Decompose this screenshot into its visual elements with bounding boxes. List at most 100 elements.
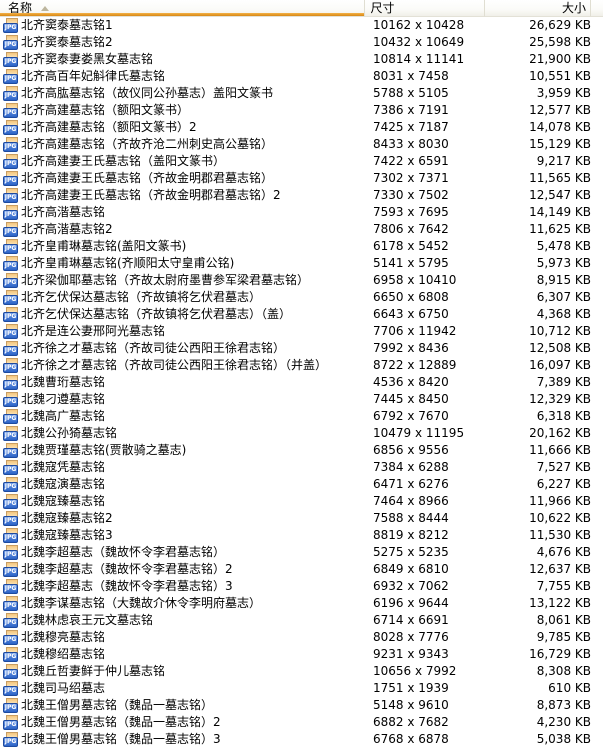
file-row[interactable]: JPG 北魏李谋墓志铭（大魏故介休令李明府墓志） 6196 x 9644 13,122… (0, 595, 603, 612)
jpg-file-icon: JPG (3, 341, 19, 356)
jpg-file-icon: JPG (3, 647, 19, 662)
file-row[interactable]: JPG 北魏寇臻墓志铭3 8819 x 8212 11,530 KB (0, 527, 603, 544)
file-size: 10,551 KB (529, 69, 591, 83)
file-row[interactable]: JPG 北齐高建妻王氏墓志铭（盖阳文篆书） 7422 x 6591 9,217 KB (0, 153, 603, 170)
file-row[interactable]: JPG 北魏曹珩墓志铭 4536 x 8420 7,389 KB (0, 374, 603, 391)
jpg-file-icon-badge: JPG (3, 91, 18, 101)
file-row[interactable]: JPG 北魏穆亮墓志铭 8028 x 7776 9,785 KB (0, 629, 603, 646)
file-name-cell: JPG 北魏公孙猗墓志铭 (0, 425, 368, 442)
file-name: 北魏李超墓志（魏故怀令李君墓志铭）2 (21, 562, 233, 576)
file-dimensions: 7706 x 11942 (373, 324, 457, 338)
file-name: 北齐高湝墓志铭2 (21, 222, 113, 236)
file-row[interactable]: JPG 北齐高建墓志铭（额阳文篆书）2 7425 x 7187 14,078 KB (0, 119, 603, 136)
file-row[interactable]: JPG 北魏王僧男墓志铭（魏品一墓志铭）3 6768 x 6878 5,038 KB (0, 731, 603, 748)
file-size: 12,637 KB (529, 562, 591, 576)
jpg-file-icon: JPG (3, 630, 19, 645)
file-row[interactable]: JPG 北魏司马绍墓志 1751 x 1939 610 KB (0, 680, 603, 697)
file-name: 北齐是连公妻邢阿光墓志铭 (21, 324, 166, 338)
file-row[interactable]: JPG 北齐高湝墓志铭2 7806 x 7642 11,625 KB (0, 221, 603, 238)
file-row[interactable]: JPG 北齐窦泰墓志铭2 10432 x 10649 25,598 KB (0, 34, 603, 51)
file-row[interactable]: JPG 北齐梁伽耶墓志铭（齐故太尉府墨曹参军梁君墓志铭） 6958 x 10410 8… (0, 272, 603, 289)
jpg-file-icon: JPG (3, 732, 19, 747)
jpg-file-icon: JPG (3, 205, 19, 220)
file-row[interactable]: JPG 北魏高广墓志铭 6792 x 7670 6,318 KB (0, 408, 603, 425)
file-dimensions: 8722 x 12889 (373, 358, 457, 372)
file-size: 15,129 KB (529, 137, 591, 151)
file-name: 北齐乞伏保达墓志铭（齐故镇将乞伏君墓志） (21, 290, 262, 304)
file-row[interactable]: JPG 北齐高建妻王氏墓志铭（齐故金明郡君墓志铭）2 7330 x 7502 12,5… (0, 187, 603, 204)
file-row[interactable]: JPG 北齐高建墓志铭（额阳文篆书） 7386 x 7191 12,577 KB (0, 102, 603, 119)
column-header-name[interactable]: 名称 (0, 0, 366, 17)
file-dimensions: 6792 x 7670 (373, 409, 449, 423)
file-row[interactable]: JPG 北魏公孙猗墓志铭 10479 x 11195 20,162 KB (0, 425, 603, 442)
jpg-file-icon-badge: JPG (3, 584, 18, 594)
file-row[interactable]: JPG 北齐高百年妃斛律氏墓志铭 8031 x 7458 10,551 KB (0, 68, 603, 85)
file-dimensions: 1751 x 1939 (373, 681, 449, 695)
jpg-file-icon: JPG (3, 528, 19, 543)
file-dimensions: 7992 x 8436 (373, 341, 449, 355)
file-name: 北齐徐之才墓志铭（齐故司徒公西阳王徐君志铭） (21, 341, 286, 355)
file-row[interactable]: JPG 北魏穆绍墓志铭 9231 x 9343 16,729 KB (0, 646, 603, 663)
file-row[interactable]: JPG 北魏寇演墓志铭 6471 x 6276 6,227 KB (0, 476, 603, 493)
file-row[interactable]: JPG 北魏林虑哀王元文墓志铭 6714 x 6691 8,061 KB (0, 612, 603, 629)
jpg-file-icon: JPG (3, 52, 19, 67)
file-name-cell: JPG 北魏李谋墓志铭（大魏故介休令李明府墓志） (0, 595, 368, 612)
jpg-file-icon: JPG (3, 171, 19, 186)
column-header-size[interactable]: 大小 (484, 0, 591, 17)
file-row[interactable]: JPG 北齐乞伏保达墓志铭（齐故镇将乞伏君墓志）（盖） 6643 x 6750 4,3… (0, 306, 603, 323)
file-row[interactable]: JPG 北齐窦泰墓志铭1 10162 x 10428 26,629 KB (0, 17, 603, 34)
file-row[interactable]: JPG 北魏丘哲妻鲜于仲儿墓志铭 10656 x 7992 8,308 KB (0, 663, 603, 680)
file-row[interactable]: JPG 北魏李超墓志（魏故怀令李君墓志铭）3 6932 x 7062 7,755 KB (0, 578, 603, 595)
file-name: 北魏穆绍墓志铭 (21, 647, 106, 661)
jpg-file-icon-badge: JPG (3, 669, 18, 679)
column-header-dimensions-label: 尺寸 (370, 1, 395, 15)
file-row[interactable]: JPG 北齐高肱墓志铭（故仪同公孙墓志）盖阳文篆书 5788 x 5105 3,959… (0, 85, 603, 102)
file-dimensions: 5788 x 5105 (373, 86, 449, 100)
jpg-file-icon-badge: JPG (3, 108, 18, 118)
file-row[interactable]: JPG 北齐乞伏保达墓志铭（齐故镇将乞伏君墓志） 6650 x 6808 6,307 … (0, 289, 603, 306)
file-dimensions: 6768 x 6878 (373, 732, 449, 746)
file-row[interactable]: JPG 北魏寇臻墓志铭2 7588 x 8444 10,622 KB (0, 510, 603, 527)
file-row[interactable]: JPG 北魏刁遵墓志铭 7445 x 8450 12,329 KB (0, 391, 603, 408)
file-row[interactable]: JPG 北齐徐之才墓志铭（齐故司徒公西阳王徐君志铭） 7992 x 8436 12,5… (0, 340, 603, 357)
file-size: 7,389 KB (536, 375, 591, 389)
file-name: 北魏丘哲妻鲜于仲儿墓志铭 (21, 664, 166, 678)
file-row[interactable]: JPG 北齐高建墓志铭（齐故齐沧二州刺史高公墓铭） 8433 x 8030 15,12… (0, 136, 603, 153)
file-size: 26,629 KB (529, 18, 591, 32)
file-row[interactable]: JPG 北魏贾瑾墓志铭(贾散骑之墓志) 6856 x 9556 11,666 KB (0, 442, 603, 459)
file-name: 北魏林虑哀王元文墓志铭 (21, 613, 154, 627)
file-row[interactable]: JPG 北魏李超墓志（魏故怀令李君墓志铭）2 6849 x 6810 12,637 K… (0, 561, 603, 578)
file-row[interactable]: JPG 北齐高建妻王氏墓志铭（齐故金明郡君墓志铭） 7302 x 7371 11,56… (0, 170, 603, 187)
file-size: 3,959 KB (536, 86, 591, 100)
jpg-file-icon-badge: JPG (3, 176, 18, 186)
jpg-file-icon-badge: JPG (3, 567, 18, 577)
file-name-cell: JPG 北齐窦泰墓志铭2 (0, 34, 368, 51)
jpg-file-icon-badge: JPG (3, 329, 18, 339)
file-size: 610 KB (548, 681, 591, 695)
jpg-file-icon-badge: JPG (3, 40, 18, 50)
file-row[interactable]: JPG 北魏寇臻墓志铭 7464 x 8966 11,966 KB (0, 493, 603, 510)
file-row[interactable]: JPG 北魏王僧男墓志铭（魏品一墓志铭） 5148 x 9610 8,873 KB (0, 697, 603, 714)
file-row[interactable]: JPG 北魏李超墓志（魏故怀令李君墓志铭） 5275 x 5235 4,676 KB (0, 544, 603, 561)
column-header-name-label: 名称 (8, 1, 33, 15)
jpg-file-icon: JPG (3, 715, 19, 730)
column-header-dimensions[interactable]: 尺寸 (365, 0, 485, 17)
file-size: 21,900 KB (529, 52, 591, 66)
file-row[interactable]: JPG 北齐高湝墓志铭 7593 x 7695 14,149 KB (0, 204, 603, 221)
file-name: 北齐高湝墓志铭 (21, 205, 106, 219)
file-row[interactable]: JPG 北魏寇凭墓志铭 7384 x 6288 7,527 KB (0, 459, 603, 476)
jpg-file-icon: JPG (3, 477, 19, 492)
file-dimensions: 7330 x 7502 (373, 188, 449, 202)
jpg-file-icon: JPG (3, 324, 19, 339)
file-name-cell: JPG 北魏李超墓志（魏故怀令李君墓志铭） (0, 544, 368, 561)
file-row[interactable]: JPG 北齐徐之才墓志铭（齐故司徒公西阳王徐君志铭）（并盖） 8722 x 1288… (0, 357, 603, 374)
jpg-file-icon-badge: JPG (3, 261, 18, 271)
file-row[interactable]: JPG 北齐窦泰妻娄黑女墓志铭 10814 x 11141 21,900 KB (0, 51, 603, 68)
file-row[interactable]: JPG 北魏王僧男墓志铭（魏品一墓志铭）2 6882 x 7682 4,230 KB (0, 714, 603, 731)
file-row[interactable]: JPG 北齐是连公妻邢阿光墓志铭 7706 x 11942 10,712 KB (0, 323, 603, 340)
file-row[interactable]: JPG 北齐皇甫琳墓志铭(盖阳文篆书) 6178 x 5452 5,478 KB (0, 238, 603, 255)
file-size: 11,966 KB (529, 494, 591, 508)
jpg-file-icon-badge: JPG (3, 431, 18, 441)
file-row[interactable]: JPG 北齐皇甫琳墓志铭(齐顺阳太守皇甫公铭) 5141 x 5795 5,973 K… (0, 255, 603, 272)
